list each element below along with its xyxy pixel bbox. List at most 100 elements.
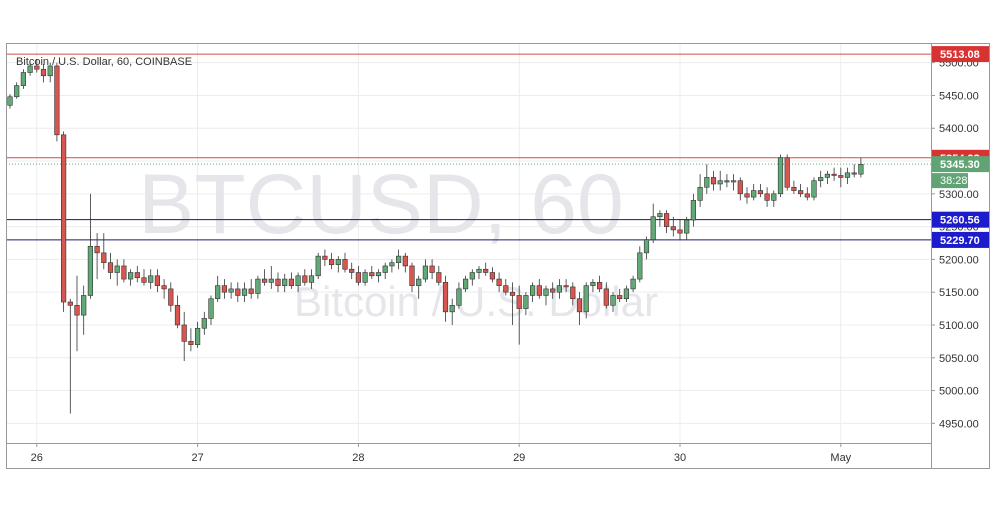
candle (94, 233, 100, 280)
candle (744, 187, 750, 204)
candle (188, 328, 194, 352)
candle (436, 265, 442, 286)
candle-body (811, 180, 817, 198)
candle (228, 282, 234, 299)
candle (603, 282, 609, 309)
candle (543, 285, 549, 306)
candle (657, 210, 663, 227)
candle (556, 279, 562, 299)
candle (349, 262, 355, 280)
candle (831, 167, 837, 181)
candle (328, 252, 335, 270)
candle (355, 265, 362, 286)
candle-body (710, 177, 717, 185)
support-price-label-bg (932, 231, 990, 248)
candle-body (516, 295, 522, 309)
candle (402, 252, 408, 273)
candle (54, 62, 60, 142)
chart-border (6, 43, 990, 469)
candle-body (161, 285, 167, 290)
candle (784, 154, 790, 191)
horizontal-levels (6, 53, 931, 241)
candle (590, 279, 596, 293)
candle (844, 167, 851, 184)
candle (20, 69, 26, 89)
y-tick-label: 5150.00 (939, 287, 979, 299)
candle (630, 275, 636, 293)
candle-body (134, 272, 140, 279)
candle-body (181, 324, 187, 342)
candle (60, 131, 67, 312)
candle (476, 265, 482, 280)
candle-body (295, 275, 301, 286)
candle (409, 262, 415, 293)
candle (375, 269, 382, 283)
candle-body (416, 278, 422, 286)
candle-body (148, 275, 154, 283)
candle-body (677, 229, 683, 234)
candle (114, 259, 120, 286)
candle (221, 279, 228, 299)
candle-body (744, 193, 750, 198)
candle (503, 279, 509, 296)
candle-body (215, 285, 221, 300)
candle-body (221, 285, 228, 293)
candle-body (7, 96, 13, 106)
candle-body (362, 272, 368, 283)
candle-body (643, 239, 650, 254)
candle-body (282, 278, 288, 286)
candle (650, 203, 656, 243)
candle (215, 275, 221, 303)
candle (128, 269, 134, 286)
candle-body (27, 65, 33, 73)
candle-body (60, 134, 67, 303)
candle-body (737, 180, 743, 195)
candle (804, 187, 810, 201)
candle (777, 154, 784, 198)
candle-body (87, 245, 93, 296)
candle-body (389, 262, 395, 267)
x-tick-label: 29 (513, 452, 525, 464)
candle-body (208, 298, 214, 319)
candle-body (818, 177, 824, 182)
candle-body (54, 65, 60, 136)
candle-body (14, 85, 20, 98)
candle (710, 170, 717, 191)
candle-body (449, 304, 455, 313)
candle (107, 252, 114, 280)
candle-body (141, 277, 147, 283)
candle (456, 282, 462, 309)
candle-body (395, 255, 402, 263)
candle (362, 269, 368, 286)
candle-body (74, 304, 80, 316)
candle (516, 285, 522, 345)
candle-body (476, 268, 482, 273)
candle-body (576, 298, 583, 313)
candle-body (596, 282, 603, 290)
candle-body (730, 180, 737, 183)
x-tick-label: 27 (191, 452, 203, 464)
candle-body (349, 268, 355, 273)
candle-body (838, 175, 844, 178)
candle-body (174, 304, 181, 326)
candle-body (844, 172, 851, 178)
y-tick-label: 5100.00 (939, 320, 979, 332)
candle (550, 282, 556, 299)
candlestick-chart[interactable]: BTCUSD, 60 Bitcoin / U.S. Dollar 5500.00… (6, 43, 990, 469)
candle (87, 193, 93, 299)
candle-body (590, 282, 596, 286)
candle-body (128, 272, 134, 280)
candle (449, 298, 455, 325)
candle-body (483, 268, 489, 273)
candle-body (47, 65, 53, 77)
candle-body (697, 186, 703, 201)
candle-body (328, 259, 335, 265)
candle-body (34, 65, 40, 70)
candle (308, 269, 315, 289)
candle (382, 262, 388, 280)
candle-body (804, 193, 810, 198)
candle (81, 285, 87, 335)
candle (302, 269, 308, 286)
candle (134, 265, 140, 283)
